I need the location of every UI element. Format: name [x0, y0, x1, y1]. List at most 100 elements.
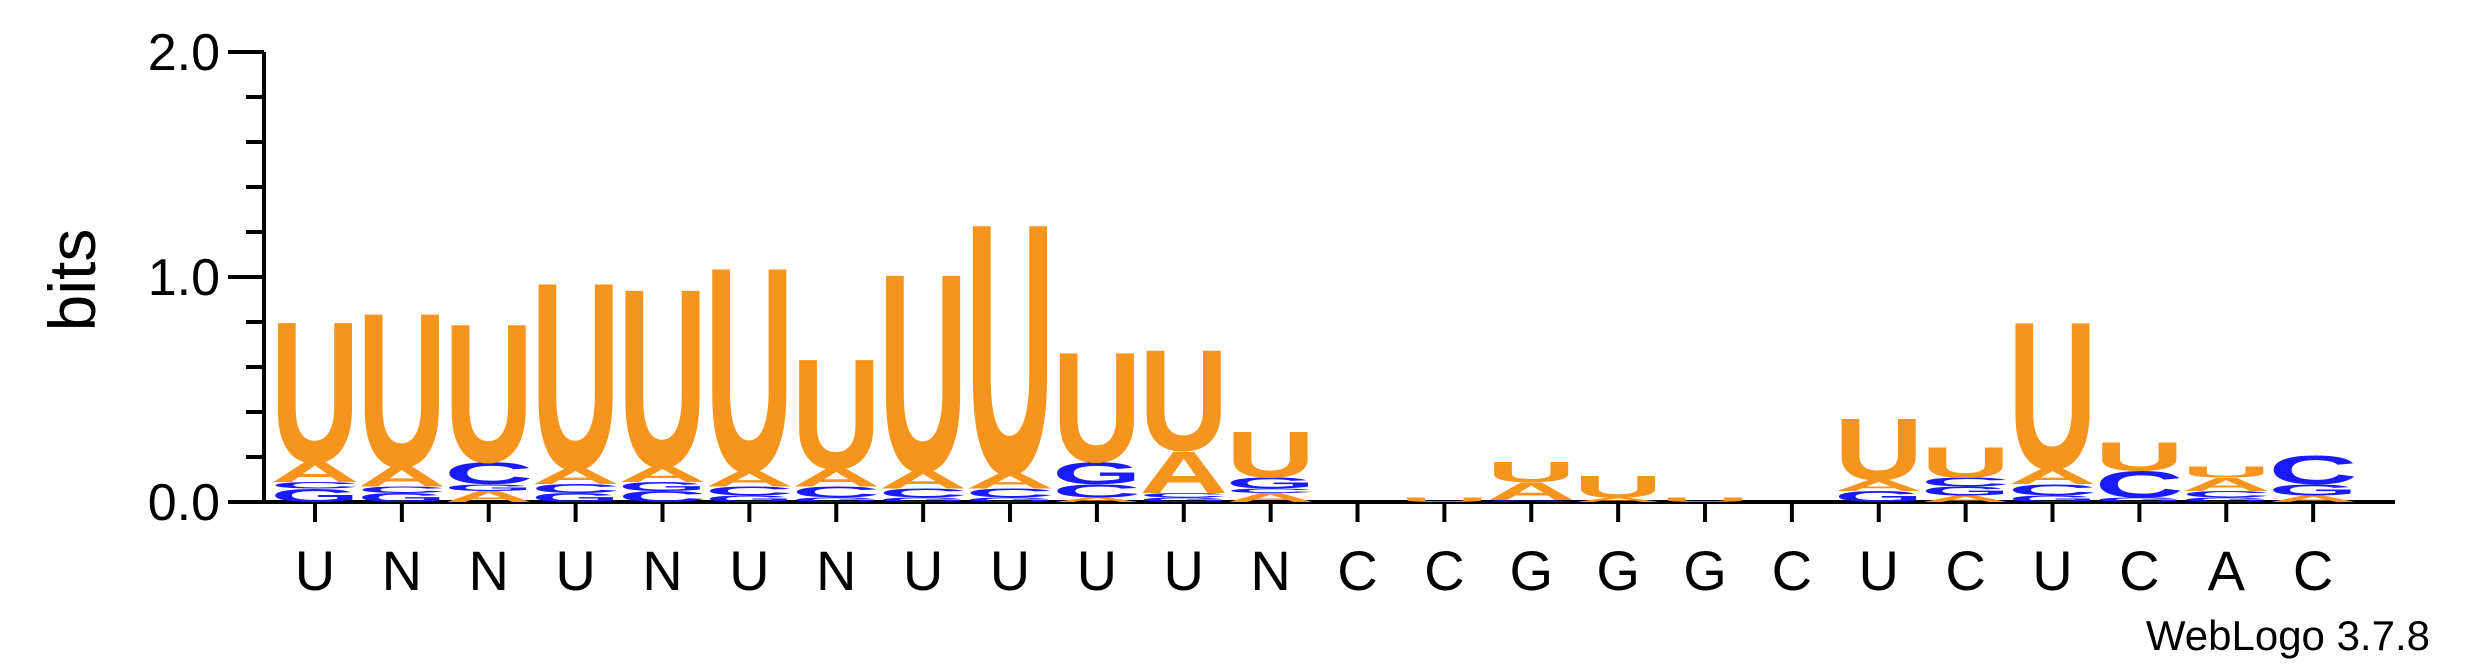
logo-letter-G: G	[444, 482, 533, 492]
logo-letter-G: G	[2008, 494, 2097, 504]
logo-letter-A: A	[1834, 476, 1923, 494]
position-label: C	[1337, 539, 1377, 602]
position-label: N	[816, 539, 856, 602]
logo-letter-U: U	[1139, 320, 1228, 481]
position-label: C	[2119, 539, 2159, 602]
logo-letter-G: G	[2182, 496, 2271, 503]
logo-letter-A: A	[879, 466, 968, 494]
logo-letter-C: C	[2269, 448, 2358, 493]
logo-letter-A: A	[1226, 491, 1315, 505]
logo-letter-U: U	[1052, 319, 1141, 495]
logo-letter-A: A	[618, 462, 707, 487]
logo-letter-C: C	[966, 486, 1055, 500]
position-label: C	[1945, 539, 1985, 602]
logo-letter-U: U	[1834, 400, 1923, 499]
logo-glyphs: GCAUGCAUAGCUGCAUCGAUGCAUGCAUGCAUGCAUACGU…	[271, 148, 2358, 549]
logo-letter-C: C	[1921, 475, 2010, 489]
logo-letter-G: G	[792, 496, 881, 503]
position-label: G	[1596, 539, 1640, 602]
logo-letter-G: G	[1139, 496, 1228, 503]
logo-letter-G: G	[879, 496, 968, 503]
logo-letter-C: C	[1052, 480, 1141, 501]
position-label: N	[1250, 539, 1290, 602]
logo-letter-U: U	[1574, 470, 1663, 505]
logo-letter-C: C	[271, 480, 360, 491]
logo-letter-U: U	[879, 216, 968, 531]
logo-letter-G: G	[1487, 499, 1576, 502]
logo-letter-A: A	[1052, 496, 1141, 503]
logo-letter-A: A	[966, 469, 1055, 494]
position-label: U	[555, 539, 595, 602]
position-label: N	[642, 539, 682, 602]
position-label: U	[729, 539, 769, 602]
logo-letter-U: U	[444, 283, 533, 504]
logo-letter-U: U	[2095, 434, 2184, 479]
position-label: U	[1859, 539, 1899, 602]
logo-letter-A: A	[1487, 477, 1576, 505]
logo-letter-U: U	[1400, 496, 1489, 503]
logo-letter-A: A	[1574, 496, 1663, 503]
y-axis-label: bits	[35, 229, 109, 332]
logo-letter-U: U	[1226, 418, 1315, 491]
position-label: C	[2293, 539, 2333, 602]
position-label: U	[2032, 539, 2072, 602]
y-tick-label: 0.0	[148, 474, 220, 532]
position-label: U	[1164, 539, 1204, 602]
logo-letter-C: C	[2182, 489, 2271, 500]
logo-letter-G: G	[531, 491, 620, 505]
logo-letter-C: C	[2008, 481, 2097, 499]
logo-letter-C: C	[357, 484, 446, 495]
logo-letter-U: U	[271, 281, 360, 505]
logo-letter-U: U	[792, 326, 881, 502]
logo-letter-C: C	[705, 484, 794, 498]
logo-letter-U: U	[531, 228, 620, 526]
logo-letter-G: G	[1921, 484, 2010, 498]
weblogo-version: WebLogo 3.7.8	[2146, 612, 2430, 659]
position-label: G	[1509, 539, 1553, 602]
logo-letter-U: U	[2008, 278, 2097, 514]
logo-letter-C: C	[1139, 492, 1228, 499]
logo-letter-C: C	[1226, 487, 1315, 494]
logo-letter-U: U	[1487, 456, 1576, 488]
logo-letter-G: G	[1226, 474, 1315, 492]
logo-letter-G: G	[271, 485, 360, 506]
position-label: N	[469, 539, 509, 602]
position-label: U	[295, 539, 335, 602]
logo-letter-U: U	[1661, 496, 1750, 503]
y-tick-label: 2.0	[148, 24, 220, 82]
logo-letter-G: G	[1052, 456, 1141, 491]
logo-letter-U: U	[705, 206, 794, 533]
position-label: A	[2208, 539, 2246, 602]
logo-letter-A: A	[2182, 474, 2271, 495]
logo-letter-G: G	[2269, 481, 2358, 499]
logo-letter-U: U	[966, 148, 1055, 549]
logo-letter-U: U	[357, 267, 446, 513]
position-label: N	[382, 539, 422, 602]
logo-letter-C: C	[879, 486, 968, 500]
position-label: U	[903, 539, 943, 602]
logo-letter-C: C	[792, 483, 881, 501]
logo-letter-G: G	[618, 479, 707, 493]
logo-letter-U: U	[2182, 463, 2271, 481]
logo-letter-A: A	[357, 461, 446, 493]
logo-letter-A: A	[792, 463, 881, 491]
logo-letter-G: G	[705, 494, 794, 504]
logo-letter-G: G	[1834, 488, 1923, 506]
position-label: C	[1424, 539, 1464, 602]
logo-letter-C: C	[444, 456, 533, 491]
logo-letter-U: U	[618, 237, 707, 521]
position-label: G	[1683, 539, 1727, 602]
y-tick-label: 1.0	[148, 249, 220, 307]
position-label: U	[990, 539, 1030, 602]
logo-letter-A: A	[444, 488, 533, 506]
logo-letter-C: C	[2095, 464, 2184, 506]
position-label: C	[1772, 539, 1812, 602]
chart-axes: 0.0 1.0 2.0	[148, 24, 2395, 532]
logo-letter-A: A	[705, 466, 794, 491]
logo-letter-A: A	[2008, 464, 2097, 489]
logo-letter-A: A	[2269, 493, 2358, 504]
logo-letter-C: C	[618, 488, 707, 506]
logo-letter-A: A	[271, 456, 360, 488]
